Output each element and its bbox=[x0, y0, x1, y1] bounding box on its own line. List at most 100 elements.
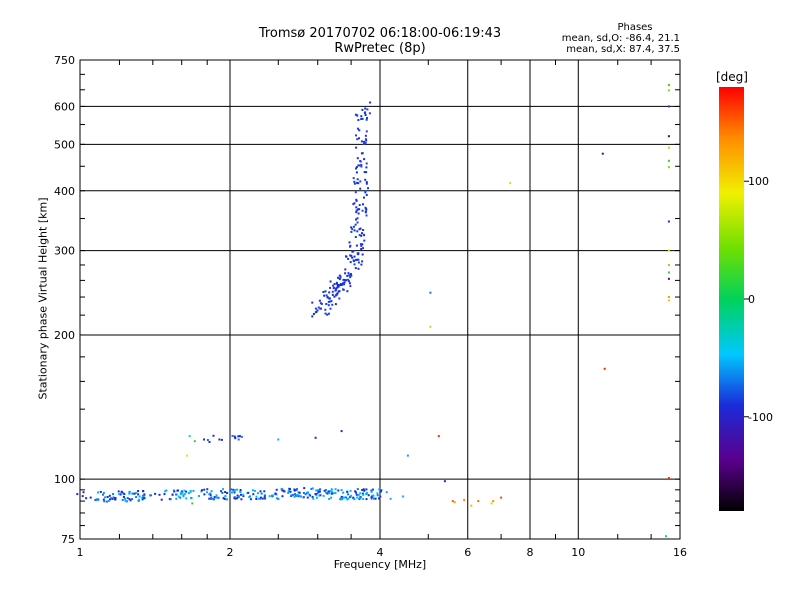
data-point bbox=[354, 223, 357, 226]
data-point bbox=[240, 435, 243, 438]
data-point bbox=[203, 488, 206, 491]
data-point bbox=[333, 283, 336, 285]
data-point bbox=[357, 127, 359, 130]
data-point bbox=[319, 307, 322, 310]
data-point bbox=[189, 489, 192, 492]
x-tick-label: 10 bbox=[571, 546, 585, 559]
data-point bbox=[342, 491, 345, 494]
data-point bbox=[209, 494, 212, 497]
plot-frame bbox=[79, 59, 681, 540]
data-point bbox=[171, 493, 174, 496]
data-point bbox=[306, 496, 309, 499]
data-point bbox=[360, 248, 363, 250]
data-point bbox=[355, 198, 358, 201]
data-point bbox=[275, 488, 278, 491]
data-point bbox=[331, 290, 334, 293]
data-point bbox=[355, 206, 358, 209]
data-point bbox=[367, 494, 370, 497]
data-point bbox=[354, 191, 357, 194]
data-point bbox=[328, 498, 331, 500]
data-point bbox=[106, 496, 109, 498]
data-point bbox=[128, 491, 131, 494]
data-point bbox=[353, 182, 356, 185]
colorbar-ticks: 100 0 -100 bbox=[744, 175, 773, 424]
data-point bbox=[232, 490, 235, 493]
data-point bbox=[111, 497, 114, 500]
data-point bbox=[358, 204, 361, 206]
data-point bbox=[208, 441, 211, 443]
data-point bbox=[329, 300, 332, 303]
data-point bbox=[340, 489, 343, 492]
data-point bbox=[360, 165, 363, 168]
data-point bbox=[362, 229, 365, 231]
data-point bbox=[186, 454, 189, 457]
data-point bbox=[283, 490, 286, 493]
data-point bbox=[113, 498, 116, 501]
data-point bbox=[360, 115, 363, 118]
data-point bbox=[370, 496, 373, 499]
data-point bbox=[380, 490, 382, 493]
data-point bbox=[233, 491, 236, 494]
data-point bbox=[355, 167, 357, 170]
data-point bbox=[443, 480, 446, 483]
data-point bbox=[357, 494, 360, 497]
data-point bbox=[222, 497, 225, 500]
data-point bbox=[324, 489, 327, 491]
data-point bbox=[379, 495, 382, 498]
data-point bbox=[361, 152, 364, 155]
data-point bbox=[429, 325, 432, 328]
data-point bbox=[230, 491, 233, 494]
data-point bbox=[355, 171, 358, 174]
data-point bbox=[345, 255, 347, 258]
data-point bbox=[302, 492, 305, 494]
data-point bbox=[295, 489, 298, 491]
stats-o-mode: mean, sd,O: -86.4, 21.1 bbox=[561, 33, 680, 44]
data-point bbox=[349, 495, 352, 498]
data-point bbox=[361, 492, 364, 495]
data-point bbox=[364, 111, 367, 114]
data-point bbox=[335, 287, 338, 290]
data-point bbox=[287, 492, 290, 494]
data-point bbox=[365, 139, 368, 142]
data-point bbox=[191, 502, 194, 505]
data-point bbox=[289, 490, 292, 493]
data-point bbox=[255, 498, 258, 500]
data-point bbox=[182, 495, 185, 498]
data-point bbox=[234, 489, 237, 492]
colorbar-tick-label: 0 bbox=[748, 293, 755, 306]
data-point bbox=[344, 272, 347, 275]
data-point bbox=[350, 494, 353, 497]
data-point bbox=[327, 304, 330, 307]
data-point bbox=[365, 162, 368, 165]
data-point bbox=[334, 289, 337, 292]
data-point bbox=[324, 312, 327, 315]
data-point bbox=[346, 274, 349, 277]
data-point bbox=[353, 202, 356, 205]
data-point bbox=[378, 497, 381, 500]
data-point bbox=[271, 494, 273, 497]
data-point bbox=[336, 292, 339, 295]
data-point bbox=[353, 180, 356, 183]
data-point bbox=[365, 118, 368, 121]
data-point bbox=[343, 496, 345, 499]
stats-x-mode: mean, sd,X: 87.4, 37.5 bbox=[566, 44, 680, 55]
data-point bbox=[117, 490, 120, 493]
data-point bbox=[355, 244, 358, 247]
data-point bbox=[667, 166, 670, 169]
data-point bbox=[351, 228, 354, 231]
data-point bbox=[365, 488, 368, 491]
data-point bbox=[263, 490, 266, 493]
data-point bbox=[667, 264, 670, 266]
data-point bbox=[210, 496, 213, 499]
data-point bbox=[251, 489, 254, 492]
data-point bbox=[356, 217, 359, 220]
data-point bbox=[350, 254, 353, 257]
data-point bbox=[359, 160, 362, 162]
data-point bbox=[226, 498, 229, 501]
data-point bbox=[357, 267, 360, 270]
data-point bbox=[314, 307, 317, 310]
data-point bbox=[236, 497, 239, 500]
data-point bbox=[330, 300, 333, 303]
data-point bbox=[318, 490, 321, 493]
